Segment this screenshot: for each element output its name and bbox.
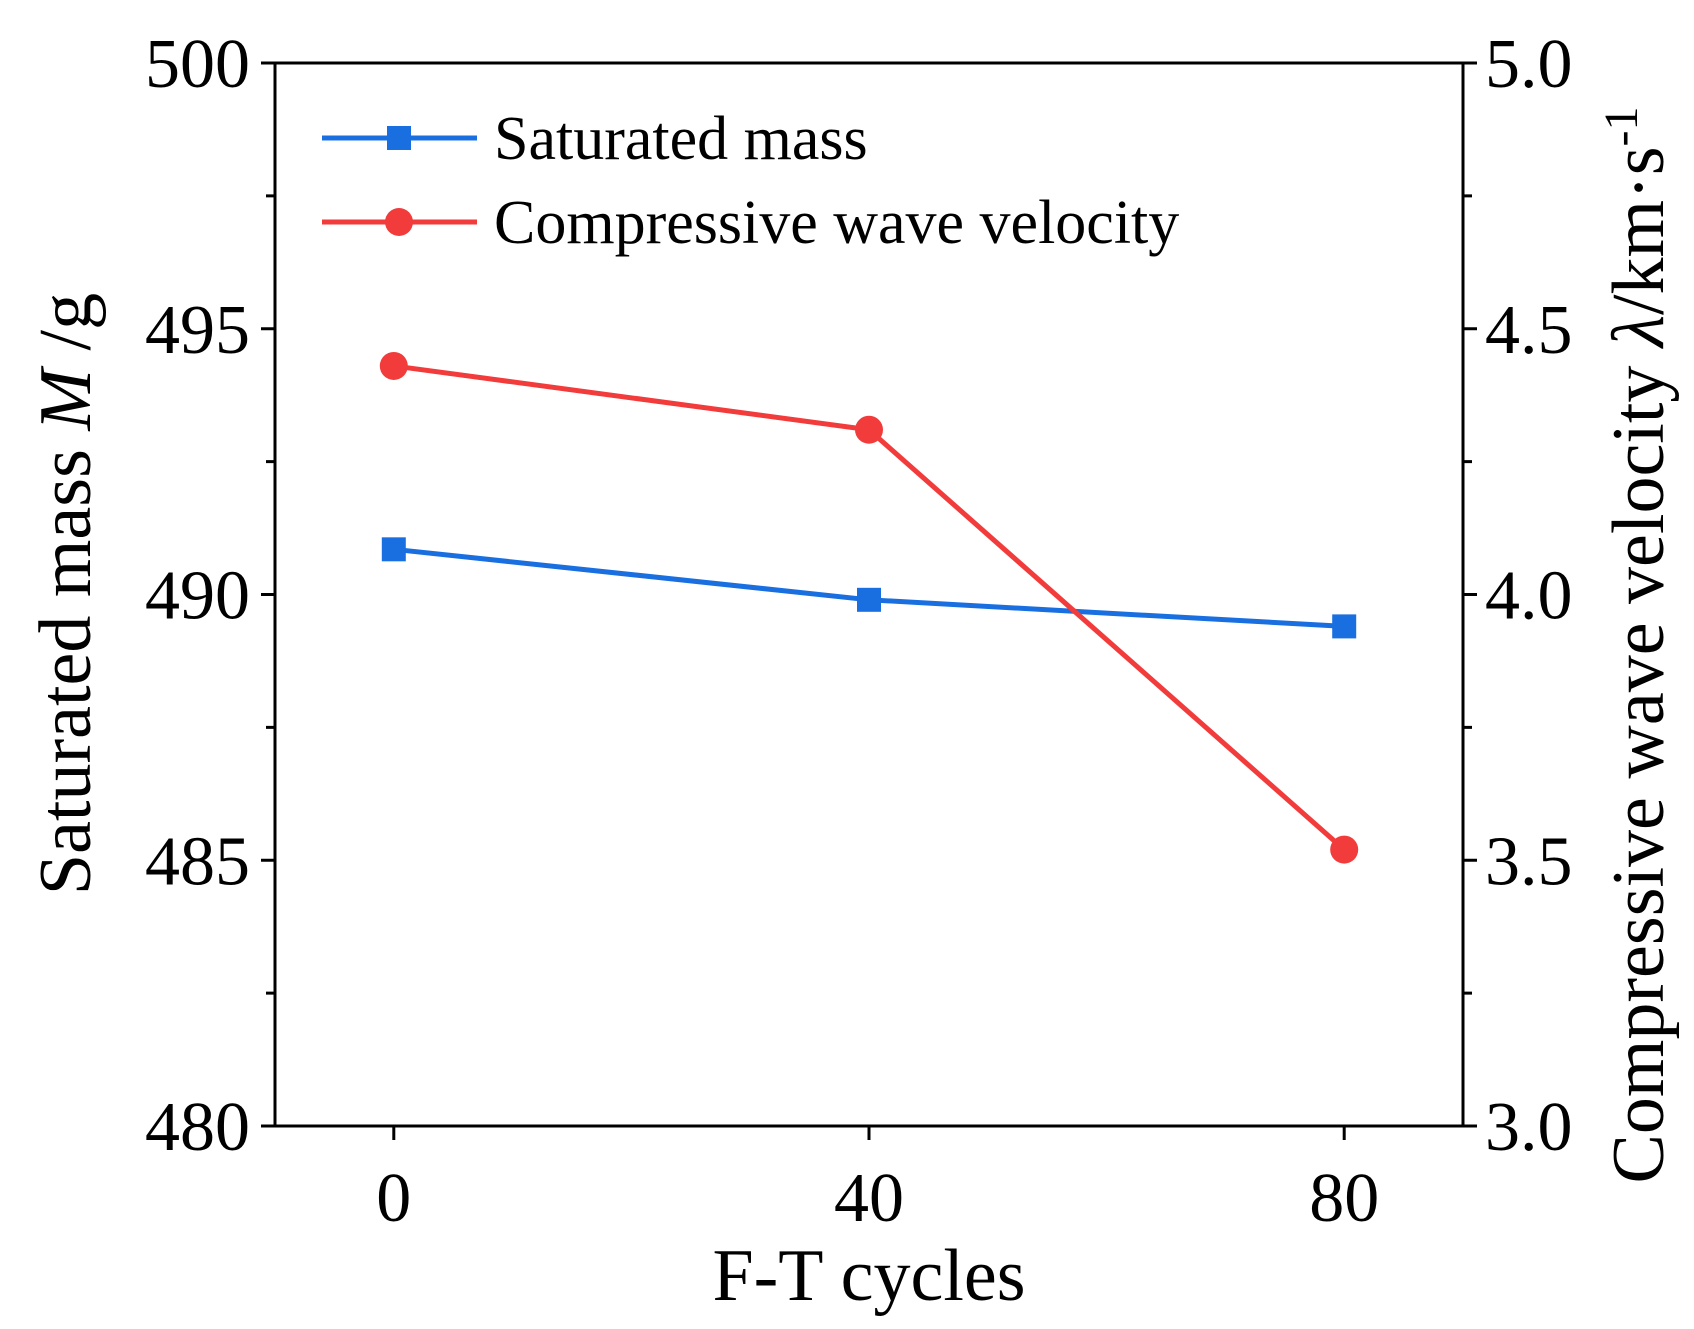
data-point-saturated-mass [381,537,406,562]
data-point-compressive-wave-velocity [1330,835,1359,864]
legend: Saturated mass Compressive wave velocity [322,105,1179,257]
y-left-tick-label: 480 [145,1089,250,1166]
ticks [261,61,1477,1140]
y-right-tick-labels: 3.0 3.5 4.0 4.5 5.0 [1485,26,1573,1166]
x-tick-label: 80 [1309,1160,1379,1237]
legend-marker-square [387,126,411,150]
y-right-tick-label: 5.0 [1485,26,1573,103]
series-layer [379,351,1359,864]
y-left-axis-title: Saturated mass M /g [25,293,107,895]
x-tick-label: 40 [834,1160,904,1237]
y-left-tick-label: 500 [145,26,250,103]
y-right-axis-title: Compressive wave velocity λ/km·s-1 [1595,106,1681,1183]
data-point-saturated-mass [857,587,881,612]
y-right-tick-label: 4.5 [1485,292,1573,369]
legend-marker-circle [385,208,413,236]
y-right-tick-label: 3.0 [1485,1089,1573,1166]
y-left-tick-labels: 480 485 490 495 500 [145,26,250,1166]
legend-label-saturated-mass: Saturated mass [494,105,868,173]
y-left-tick-label: 485 [145,823,250,900]
y-right-tick-label: 3.5 [1485,823,1573,900]
x-tick-labels: 0 40 80 [376,1160,1379,1237]
x-axis-title: F-T cycles [712,1235,1025,1317]
data-point-compressive-wave-velocity [379,351,408,380]
y-left-tick-label: 490 [145,558,250,635]
y-left-tick-label: 495 [145,292,250,369]
x-tick-label: 0 [376,1160,411,1237]
y-right-tick-label: 4.0 [1485,558,1573,635]
data-point-compressive-wave-velocity [855,415,883,444]
data-point-saturated-mass [1332,614,1357,639]
legend-label-compressive-wave-velocity: Compressive wave velocity [494,189,1179,257]
